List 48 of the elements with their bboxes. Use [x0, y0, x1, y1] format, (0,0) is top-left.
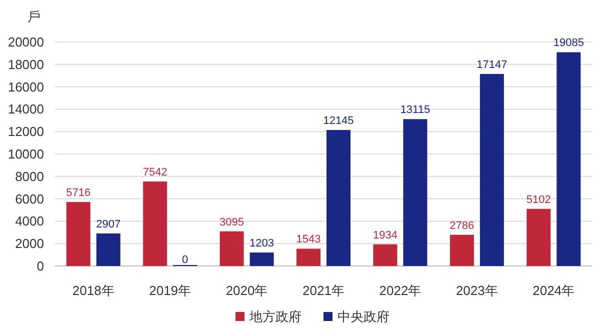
x-tick-label: 2021年	[302, 283, 344, 298]
y-axis-title: 戶	[28, 9, 40, 24]
data-label: 7542	[142, 166, 168, 179]
bar	[96, 233, 120, 266]
x-tick-label: 2022年	[379, 283, 422, 298]
x-tick-label: 2019年	[149, 283, 192, 298]
data-label: 17147	[476, 58, 508, 71]
bar	[556, 52, 581, 266]
bar	[220, 231, 244, 266]
legend-label: 地方政府	[248, 309, 302, 324]
bar	[373, 244, 398, 266]
y-tick-label: 6000	[15, 191, 44, 206]
y-tick-label: 2000	[15, 236, 44, 252]
bar	[480, 74, 504, 266]
data-label: 5716	[66, 186, 91, 199]
data-label: 2786	[450, 220, 474, 232]
y-tick-label: 16000	[8, 79, 44, 94]
bar	[66, 202, 90, 266]
legend-label: 中央政府	[338, 309, 390, 324]
y-tick-label: 14000	[8, 102, 44, 117]
bar	[250, 252, 274, 266]
x-tick-label: 2020年	[226, 283, 268, 298]
data-label: 0	[182, 254, 188, 266]
x-tick-label: 2018年	[72, 283, 114, 298]
data-label: 1934	[372, 229, 398, 242]
bar	[326, 130, 350, 266]
data-label: 13115	[400, 104, 430, 116]
y-tick-label: 0	[36, 258, 44, 274]
y-tick-label: 12000	[8, 124, 44, 140]
y-tick-label: 18000	[8, 56, 44, 72]
data-label: 19085	[553, 37, 584, 50]
bar	[403, 119, 428, 266]
y-tick-label: 4000	[15, 214, 44, 229]
data-label: 1543	[296, 234, 321, 246]
bar	[296, 248, 320, 266]
bar	[526, 208, 551, 266]
data-label: 1203	[250, 238, 274, 250]
y-tick-label: 8000	[15, 168, 44, 184]
bar	[450, 234, 474, 266]
x-tick-label: 2024年	[532, 283, 575, 298]
data-label: 2907	[96, 218, 121, 230]
bar	[143, 182, 168, 266]
data-label: 12145	[323, 114, 354, 127]
data-label: 3095	[220, 216, 244, 228]
x-tick-label: 2023年	[456, 283, 498, 298]
y-tick-label: 20000	[8, 34, 44, 50]
data-label: 5102	[526, 194, 551, 206]
y-tick-label: 10000	[8, 146, 44, 162]
